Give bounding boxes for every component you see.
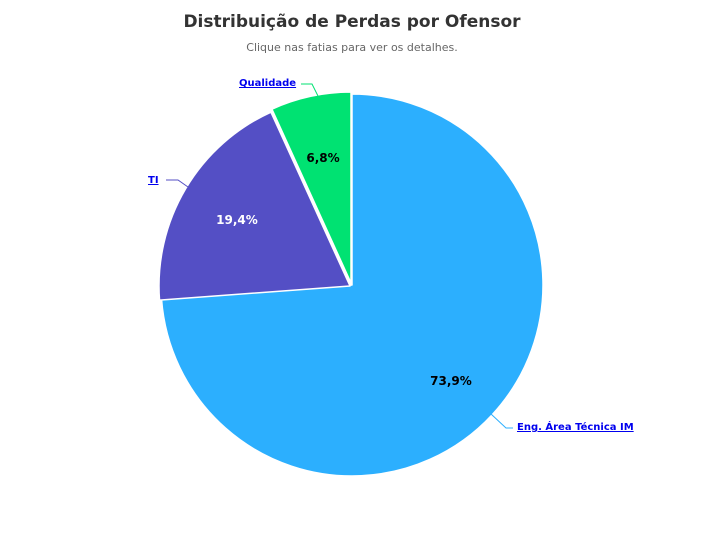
chart-title: Distribuição de Perdas por Ofensor xyxy=(183,12,521,32)
pie-category-label[interactable]: Qualidade xyxy=(239,78,296,89)
label-connectors xyxy=(166,83,513,429)
pie-category-label[interactable]: Eng. Área Técnica IM xyxy=(517,420,634,433)
chart-subtitle: Clique nas fatias para ver os detalhes. xyxy=(246,41,457,54)
pie-slice-qualidade[interactable] xyxy=(271,91,352,284)
pie-slices xyxy=(158,91,544,477)
pie-slice-ti[interactable] xyxy=(158,111,351,301)
connector-line xyxy=(166,179,189,188)
connector-line xyxy=(490,413,513,429)
connector-line xyxy=(301,83,319,97)
pie-category-labels: Eng. Área Técnica IM TI Qualidade xyxy=(148,78,634,433)
pie-category-label[interactable]: TI xyxy=(148,175,159,186)
